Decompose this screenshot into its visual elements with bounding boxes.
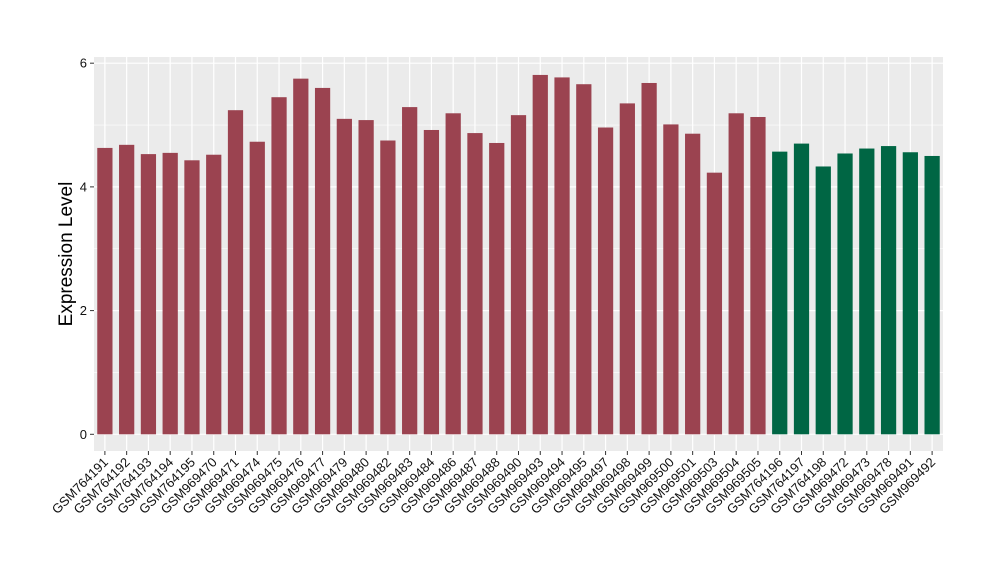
bar-GSM969480 <box>358 120 374 435</box>
bar-GSM969497 <box>597 127 614 435</box>
bar-GSM764194 <box>162 152 178 435</box>
bar-GSM969483 <box>402 107 418 435</box>
bar-GSM969500 <box>663 124 679 435</box>
y-axis-title: Expression Level <box>56 182 77 327</box>
bar-GSM969470 <box>206 154 222 435</box>
bar-GSM969494 <box>554 77 570 435</box>
bar-GSM969482 <box>380 140 396 435</box>
bar-GSM969504 <box>728 113 744 435</box>
bar-GSM764197 <box>793 143 810 435</box>
bar-GSM969475 <box>271 97 287 435</box>
bar-GSM969493 <box>532 74 548 435</box>
bar-GSM969476 <box>293 78 309 435</box>
y-axis: 0 2 4 6 <box>80 56 94 442</box>
bar-GSM969495 <box>576 84 592 435</box>
bar-GSM969499 <box>641 82 657 435</box>
bar-GSM969479 <box>336 118 352 435</box>
bar-GSM969478 <box>880 146 897 435</box>
bar-GSM969492 <box>924 155 940 435</box>
bar-GSM969488 <box>489 142 505 435</box>
y-tick-label: 6 <box>80 56 87 71</box>
y-tick-label: 2 <box>80 303 87 318</box>
bar-GSM969471 <box>227 110 244 435</box>
bar-GSM969487 <box>467 133 483 435</box>
bar-GSM969490 <box>510 115 527 435</box>
bar-GSM969486 <box>445 113 461 435</box>
bar-GSM969477 <box>314 87 331 435</box>
bar-GSM969491 <box>902 152 918 435</box>
x-axis: GSM764191GSM764192GSM764193GSM764194GSM7… <box>49 451 938 517</box>
bar-GSM969473 <box>859 148 875 435</box>
bar-GSM969505 <box>750 116 766 435</box>
bar-GSM764198 <box>815 166 831 435</box>
bar-GSM969484 <box>423 129 440 435</box>
bar-GSM764191 <box>97 147 113 435</box>
bar-GSM969498 <box>619 103 635 435</box>
y-tick-label: 0 <box>80 427 87 442</box>
bar-GSM764192 <box>119 144 135 435</box>
bar-GSM969474 <box>249 141 265 435</box>
bar-GSM969503 <box>706 172 723 435</box>
y-tick-label: 4 <box>80 179 87 194</box>
bars <box>97 74 940 435</box>
bar-GSM969501 <box>685 133 701 435</box>
bar-GSM764196 <box>772 151 788 435</box>
bar-GSM969472 <box>837 153 853 435</box>
bar-GSM764193 <box>140 154 157 435</box>
bar-GSM764195 <box>184 160 200 435</box>
